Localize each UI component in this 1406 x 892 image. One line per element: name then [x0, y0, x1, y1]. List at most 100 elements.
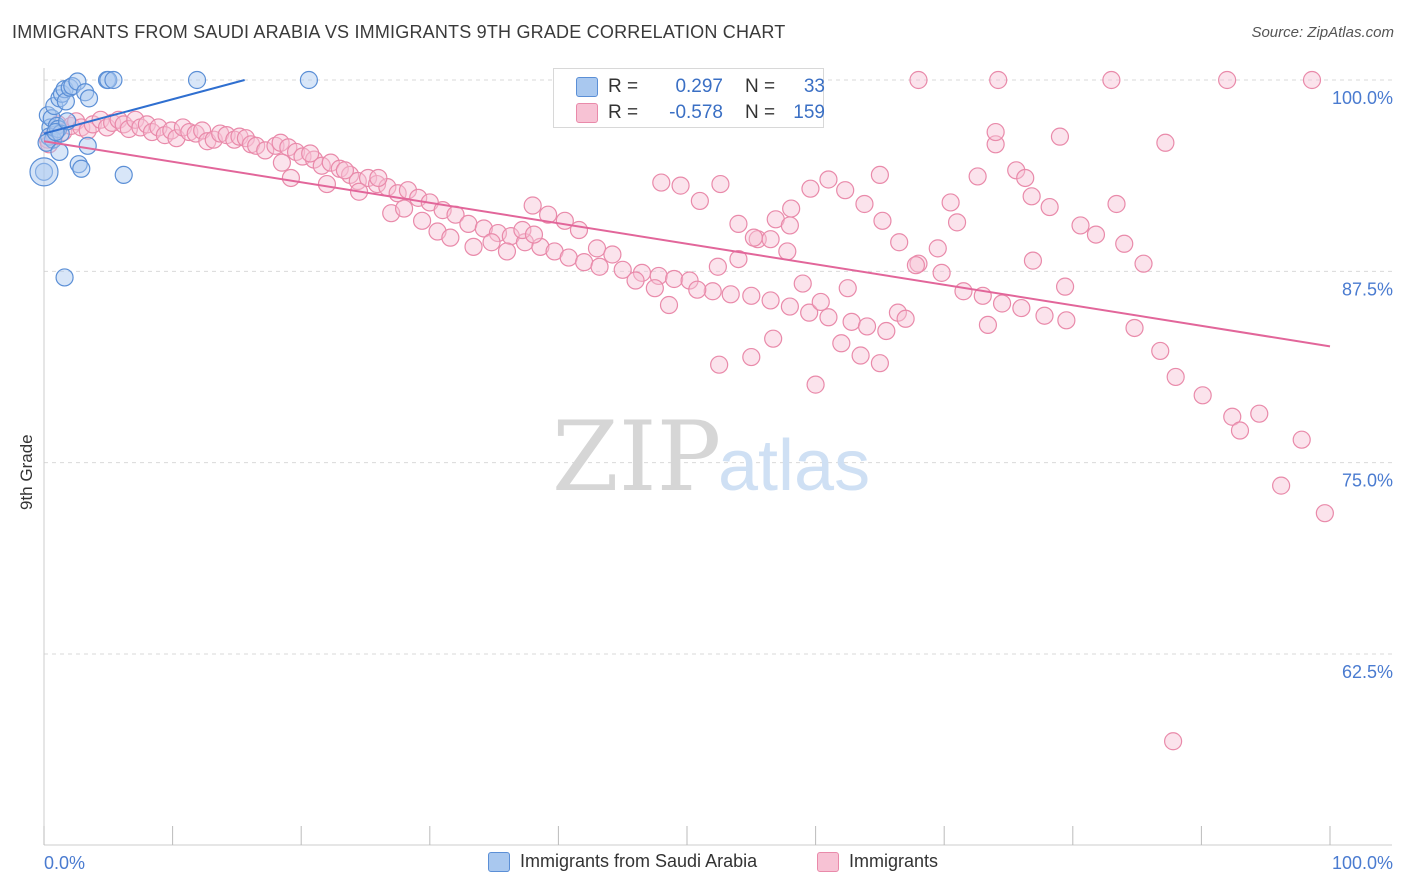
data-point — [877, 321, 896, 341]
data-point-large — [29, 157, 59, 187]
legend-label-immigrants: Immigrants — [849, 851, 939, 871]
data-point — [780, 216, 799, 235]
data-point — [569, 220, 589, 240]
data-point — [358, 168, 378, 188]
data-point — [680, 271, 699, 290]
legend-r-value: -0.578 — [669, 102, 723, 123]
data-point — [645, 279, 664, 298]
data-point — [855, 194, 874, 214]
data-point — [671, 176, 690, 195]
data-point — [50, 142, 69, 162]
legend-n-label: N = — [745, 76, 776, 97]
legend-label-saudi: Immigrants from Saudi Arabia — [520, 851, 758, 871]
data-point — [806, 375, 825, 394]
data-point — [1315, 504, 1334, 523]
data-point — [890, 233, 909, 252]
data-point — [1151, 341, 1170, 361]
data-point — [55, 268, 74, 287]
x-tick-label: 0.0% — [44, 853, 85, 873]
data-point — [590, 257, 609, 276]
data-point — [335, 161, 355, 180]
data-point — [155, 126, 174, 145]
data-point — [1057, 311, 1076, 330]
data-point — [1107, 194, 1126, 214]
data-point — [761, 291, 780, 310]
data-point — [1302, 70, 1322, 90]
data-point — [301, 144, 320, 163]
data-point — [1071, 216, 1090, 235]
trend-line-immigrants — [43, 140, 1331, 348]
legend-swatch-pink — [576, 103, 598, 123]
data-point — [711, 174, 730, 194]
data-point — [928, 239, 947, 258]
data-point — [575, 253, 594, 272]
data-point — [1125, 318, 1144, 338]
data-point — [703, 282, 722, 301]
data-point — [744, 228, 763, 247]
data-point — [1134, 254, 1153, 273]
data-point — [782, 199, 801, 218]
data-point — [497, 242, 517, 261]
gridlines — [44, 79, 1392, 655]
blue-points — [29, 70, 319, 287]
data-point — [659, 295, 679, 315]
legend-n-value: 159 — [793, 102, 825, 123]
y-tick-label: 62.5% — [1342, 662, 1393, 682]
data-point — [1086, 225, 1106, 244]
data-point — [56, 92, 75, 111]
source-label: Source: ZipAtlas.com — [1251, 24, 1394, 41]
legend-r-value: 0.297 — [675, 76, 723, 97]
data-point — [281, 168, 301, 188]
data-point — [559, 248, 578, 267]
data-point — [321, 153, 340, 172]
data-point — [947, 213, 967, 232]
data-point — [941, 193, 960, 212]
data-point — [459, 214, 478, 233]
legend-swatch-blue — [576, 77, 598, 97]
legend-row-immigrants: R = -0.578 N = 159 — [576, 100, 825, 126]
data-point — [1035, 306, 1054, 325]
data-point — [474, 219, 493, 238]
legend-row-saudi: R = 0.297 N = 33 — [576, 74, 825, 100]
data-point — [800, 303, 819, 322]
data-point — [603, 245, 622, 264]
data-point — [1023, 251, 1043, 270]
data-point — [838, 279, 857, 298]
data-point — [513, 220, 532, 240]
data-point — [1292, 430, 1311, 449]
data-point — [119, 119, 138, 139]
data-point — [523, 196, 542, 215]
legend-item-immigrants[interactable]: Immigrants — [817, 851, 938, 872]
data-point — [247, 136, 266, 155]
data-point — [256, 141, 275, 160]
data-point — [1115, 234, 1134, 253]
watermark-zip: ZIP — [552, 401, 721, 513]
data-point — [857, 317, 877, 336]
data-point — [72, 159, 91, 178]
data-point — [819, 170, 838, 189]
data-point — [1272, 476, 1291, 495]
data-point — [104, 70, 123, 90]
data-point — [836, 181, 855, 200]
data-point — [1164, 732, 1183, 751]
data-point — [1012, 298, 1031, 318]
data-point — [832, 334, 851, 353]
data-point — [688, 280, 707, 299]
data-point — [1166, 367, 1185, 387]
data-point — [710, 355, 729, 374]
y-tick-label: 87.5% — [1342, 279, 1393, 299]
data-point — [272, 153, 292, 172]
data-point — [613, 260, 632, 279]
data-point — [225, 130, 244, 149]
data-point — [286, 142, 306, 162]
data-point — [870, 354, 890, 373]
correlation-legend: R = 0.297 N = 33 R = -0.578 N = 159 — [553, 68, 825, 128]
data-point — [317, 174, 337, 194]
legend-item-saudi[interactable]: Immigrants from Saudi Arabia — [488, 851, 757, 872]
data-point — [721, 285, 740, 304]
legend-swatch-blue — [488, 851, 510, 872]
y-axis-label: 9th Grade — [17, 434, 36, 510]
data-point — [986, 122, 1005, 142]
legend-r-label: R = — [608, 76, 639, 97]
data-point — [780, 297, 799, 316]
